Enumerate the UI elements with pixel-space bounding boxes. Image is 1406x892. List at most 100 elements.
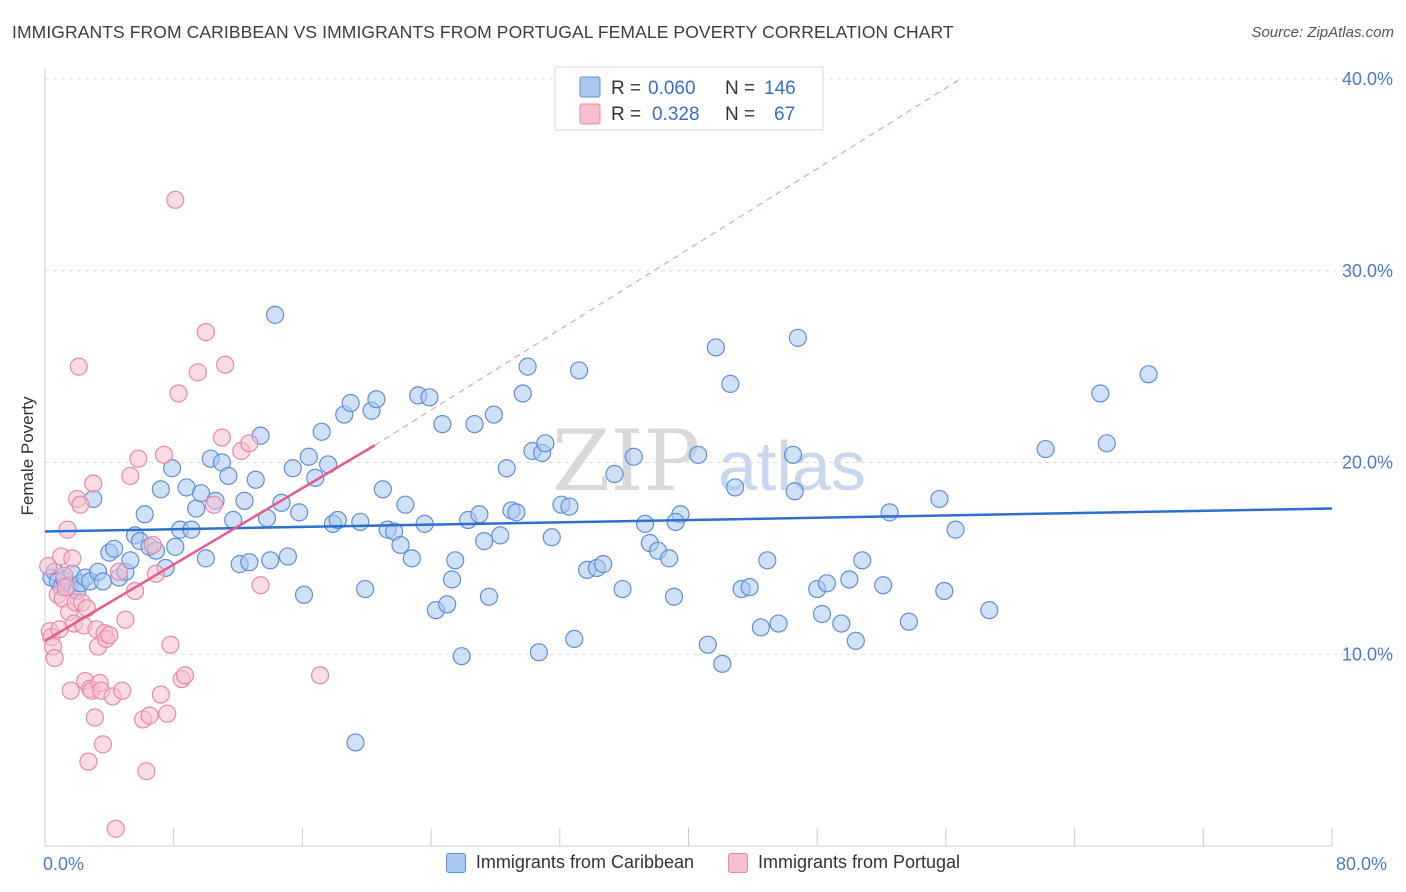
portugal-point-58	[188, 363, 207, 382]
portugal-point-59	[196, 323, 215, 342]
bottom-legend: Immigrants from Caribbean Immigrants fro…	[0, 852, 1406, 873]
caribbean-point-62	[356, 579, 375, 599]
bottom-legend-swatch-portugal	[728, 852, 748, 873]
portugal-points	[39, 190, 330, 838]
portugal-point-44	[129, 449, 148, 468]
caribbean-point-145	[1139, 365, 1158, 384]
portugal-point-47	[140, 706, 159, 725]
caribbean-point-126	[788, 328, 807, 347]
caribbean-point-103	[594, 555, 613, 574]
legend-swatch-caribbean	[579, 76, 601, 98]
portugal-point-40	[113, 681, 132, 700]
portugal-point-65	[251, 576, 270, 595]
portugal-point-50	[151, 685, 170, 704]
x-ticks	[44, 828, 1333, 846]
caribbean-point-125	[785, 482, 804, 501]
portugal-point-62	[216, 355, 235, 374]
portugal-point-53	[161, 635, 180, 654]
watermark: ZIP atlas	[552, 412, 866, 510]
caribbean-point-61	[351, 512, 370, 532]
legend: R = 0.060 N = 146 R = 0.328 N = 67	[554, 66, 824, 131]
caribbean-point-27	[166, 537, 185, 556]
caribbean-point-98	[560, 497, 579, 516]
legend-n-value-portugal: 67	[774, 104, 795, 125]
caribbean-point-132	[840, 570, 859, 589]
caribbean-point-69	[396, 495, 415, 514]
portugal-point-13	[61, 681, 80, 700]
caribbean-point-139	[935, 581, 954, 601]
caribbean-point-60	[346, 733, 365, 752]
caribbean-point-135	[874, 576, 893, 595]
portugal-point-14	[63, 549, 82, 568]
caribbean-point-26	[162, 459, 182, 478]
caribbean-point-13	[93, 572, 113, 591]
caribbean-point-21	[135, 505, 154, 524]
caribbean-point-91	[518, 357, 537, 376]
caribbean-point-54	[312, 422, 331, 441]
caribbean-point-141	[980, 601, 999, 620]
bottom-legend-label-portugal: Immigrants from Portugal	[758, 852, 961, 872]
portugal-point-41	[116, 610, 135, 629]
legend-r-value-caribbean: 0.060	[648, 78, 696, 99]
bottom-legend-item-caribbean[interactable]: Immigrants from Caribbean	[445, 852, 694, 873]
legend-swatch-portugal	[579, 103, 601, 125]
portugal-point-10	[56, 578, 76, 597]
legend-n-label-portugal: N =	[725, 104, 755, 125]
caribbean-point-133	[853, 551, 872, 570]
caribbean-point-73	[420, 388, 439, 407]
source-label: Source: ZipAtlas.com	[1251, 24, 1394, 41]
caribbean-point-84	[479, 587, 499, 606]
portugal-point-43	[125, 581, 145, 601]
caribbean-point-31	[187, 499, 206, 518]
portugal-point-19	[71, 495, 90, 514]
caribbean-point-24	[151, 480, 170, 499]
bottom-legend-swatch-caribbean	[445, 852, 466, 873]
caribbean-point-46	[265, 305, 285, 324]
caribbean-trend-line	[44, 507, 1333, 533]
caribbean-point-134	[846, 631, 865, 650]
portugal-point-0	[39, 556, 58, 576]
caribbean-point-96	[542, 528, 561, 547]
caribbean-point-100	[570, 361, 589, 380]
y-tick-label-10: 10.0%	[1342, 644, 1393, 664]
caribbean-point-37	[219, 466, 238, 486]
caribbean-point-143	[1091, 384, 1110, 403]
portugal-point-39	[109, 562, 129, 581]
caribbean-point-75	[433, 415, 452, 434]
caribbean-point-77	[442, 570, 462, 589]
caribbean-point-87	[497, 459, 516, 478]
caribbean-point-113	[666, 512, 685, 532]
caribbean-point-49	[283, 459, 302, 478]
caribbean-point-118	[721, 374, 740, 393]
bottom-legend-item-portugal[interactable]: Immigrants from Portugal	[728, 852, 960, 873]
caribbean-point-15	[105, 539, 124, 558]
caribbean-point-90	[513, 384, 532, 403]
trend-lines	[44, 444, 1333, 642]
portugal-point-28	[85, 708, 104, 727]
portugal-trend-extension	[374, 78, 961, 446]
portugal-point-42	[121, 466, 140, 486]
caribbean-point-57	[328, 510, 347, 530]
legend-r-label-caribbean: R =	[611, 78, 641, 99]
portugal-point-54	[166, 190, 185, 209]
legend-n-label-caribbean: N =	[725, 78, 755, 99]
caribbean-point-142	[1036, 439, 1055, 459]
caribbean-point-18	[121, 551, 140, 570]
caribbean-points	[42, 305, 1158, 752]
portugal-point-55	[169, 384, 188, 403]
caribbean-point-127	[783, 445, 803, 464]
caribbean-point-82	[470, 505, 489, 524]
caribbean-point-122	[751, 618, 770, 637]
chart-title: IMMIGRANTS FROM CARIBBEAN VS IMMIGRANTS …	[12, 22, 954, 42]
caribbean-point-64	[367, 390, 386, 409]
caribbean-point-40	[235, 491, 254, 510]
caribbean-point-117	[713, 654, 732, 673]
portugal-trend-extension	[374, 78, 961, 446]
caribbean-point-99	[565, 629, 584, 649]
portugal-point-36	[100, 625, 119, 645]
caribbean-point-89	[507, 503, 526, 522]
bottom-legend-label-caribbean: Immigrants from Caribbean	[475, 852, 694, 872]
y-tick-label-30: 30.0%	[1342, 261, 1393, 281]
legend-r-value-portugal: 0.328	[652, 104, 700, 125]
caribbean-point-45	[261, 551, 280, 570]
